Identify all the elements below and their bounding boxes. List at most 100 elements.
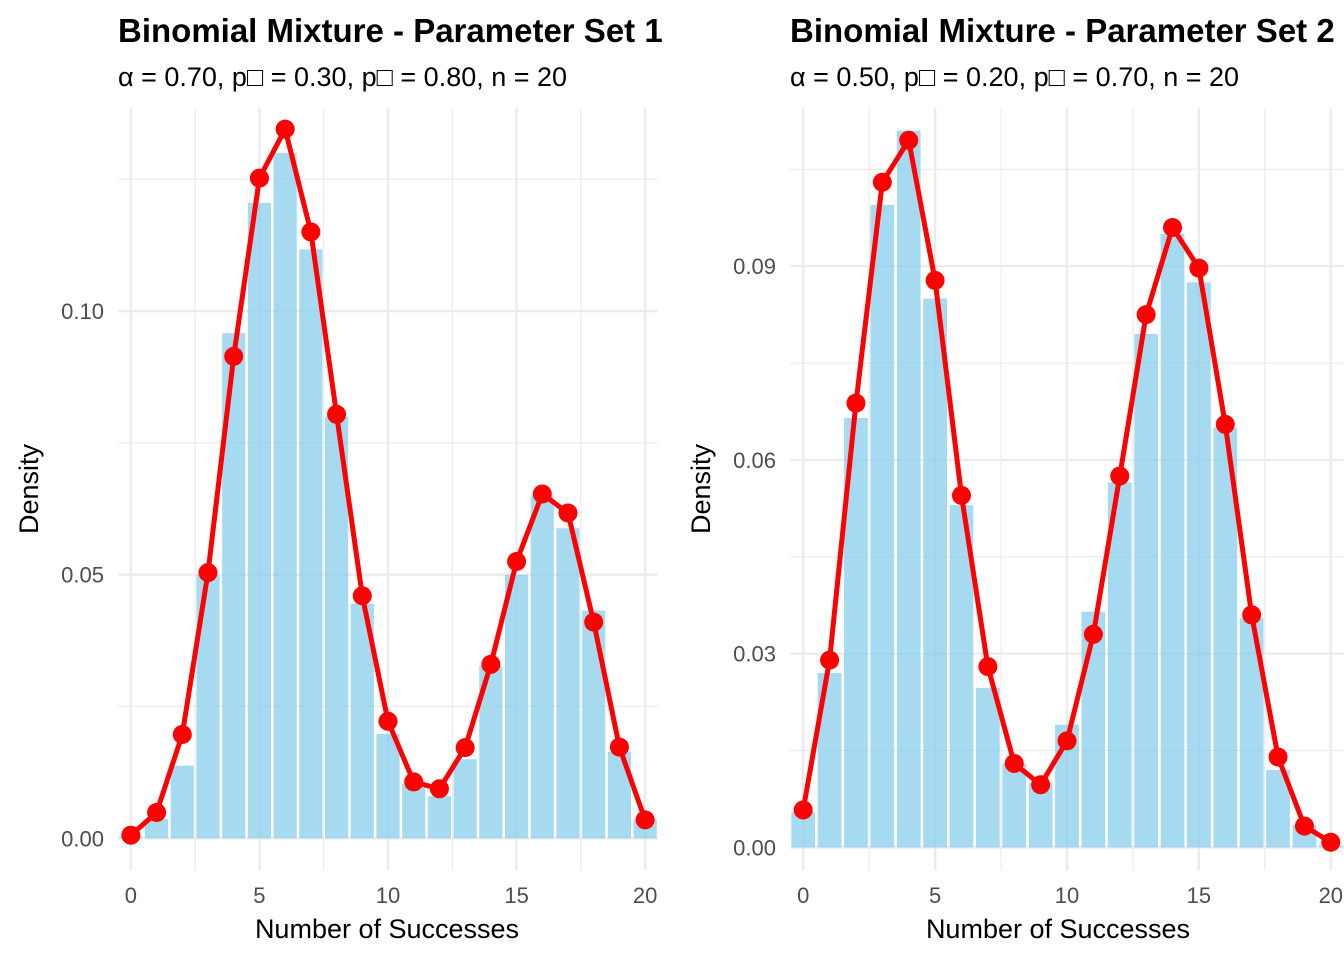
x-axis-label-2: Number of Successes — [926, 914, 1190, 944]
bar-2 — [896, 130, 921, 848]
density-point-2 — [1215, 414, 1235, 434]
bar-1 — [530, 495, 554, 839]
bar-1 — [582, 610, 606, 839]
bar-2 — [1239, 618, 1264, 848]
y-tick-label-1: 0.10 — [61, 299, 104, 324]
x-tick-label-1: 10 — [376, 883, 400, 908]
bar-2 — [1081, 611, 1106, 848]
x-tick-label-1: 0 — [125, 883, 137, 908]
x-tick-label-2: 0 — [797, 883, 809, 908]
y-tick-label-2: 0.06 — [733, 448, 776, 473]
density-point-1 — [558, 503, 578, 523]
density-point-1 — [378, 711, 398, 731]
x-axis-label-1: Number of Successes — [255, 914, 519, 944]
density-points-2 — [793, 130, 1341, 852]
density-point-2 — [1163, 217, 1183, 237]
bar-2 — [1213, 427, 1238, 848]
y-axis-label-1: Density — [14, 443, 44, 534]
bar-2 — [1002, 763, 1027, 848]
density-point-1 — [429, 779, 449, 799]
density-point-1 — [481, 654, 501, 674]
bar-1 — [170, 765, 194, 839]
bars-2 — [791, 130, 1343, 848]
y-tick-label-2: 0.03 — [733, 642, 776, 667]
bars-1 — [119, 152, 657, 839]
bar-1 — [376, 733, 400, 839]
density-point-2 — [1294, 816, 1314, 836]
bar-1 — [505, 574, 529, 839]
y-tick-label-2: 0.00 — [733, 835, 776, 860]
bar-2 — [1187, 282, 1211, 848]
bar-1 — [247, 202, 271, 839]
y-tick-label-2: 0.09 — [733, 254, 776, 279]
density-point-1 — [121, 825, 141, 845]
density-point-2 — [951, 485, 971, 505]
density-point-2 — [1136, 305, 1156, 325]
density-point-1 — [584, 612, 604, 632]
density-point-2 — [1004, 753, 1024, 773]
y-axis-label-2: Density — [686, 443, 716, 534]
bar-1 — [607, 751, 631, 839]
bar-2 — [844, 417, 868, 848]
panel-1: Binomial Mixture - Parameter Set 1 α = 0… — [14, 12, 663, 944]
density-point-2 — [793, 800, 813, 820]
bar-1 — [479, 665, 503, 839]
x-tick-label-1: 5 — [253, 883, 265, 908]
density-point-1 — [172, 724, 192, 744]
density-point-1 — [198, 563, 218, 583]
x-tick-label-2: 5 — [929, 883, 941, 908]
density-point-1 — [249, 168, 269, 188]
bar-2 — [1107, 482, 1132, 848]
density-points-1 — [121, 119, 655, 845]
bar-1 — [196, 574, 220, 839]
density-point-1 — [352, 586, 372, 606]
chart-title-1: Binomial Mixture - Parameter Set 1 — [118, 12, 663, 49]
x-tick-label-2: 20 — [1319, 883, 1343, 908]
x-ticks-2: 0 5 10 15 20 — [797, 883, 1343, 908]
density-point-2 — [1057, 731, 1077, 751]
bar-2 — [1160, 233, 1185, 848]
y-ticks-2: 0.00 0.03 0.06 0.09 — [733, 254, 776, 860]
bar-2 — [1134, 334, 1159, 848]
chart-title-2: Binomial Mixture - Parameter Set 2 — [790, 12, 1335, 49]
y-tick-label-1: 0.00 — [61, 826, 104, 851]
bar-2 — [1028, 782, 1053, 848]
bar-1 — [453, 759, 477, 839]
chart-subtitle-1: α = 0.70, p□ = 0.30, p□ = 0.80, n = 20 — [118, 62, 567, 92]
bar-2 — [1266, 769, 1290, 848]
density-point-1 — [147, 803, 167, 823]
chart-subtitle-2: α = 0.50, p□ = 0.20, p□ = 0.70, n = 20 — [790, 62, 1239, 92]
y-tick-label-1: 0.05 — [61, 563, 104, 588]
density-point-1 — [532, 484, 552, 504]
panel-2: Binomial Mixture - Parameter Set 2 α = 0… — [686, 12, 1344, 944]
density-point-2 — [1083, 624, 1103, 644]
density-point-2 — [1321, 832, 1341, 852]
bar-2 — [975, 687, 1000, 848]
density-point-2 — [1242, 605, 1262, 625]
bar-1 — [402, 784, 426, 839]
bar-2 — [949, 505, 974, 848]
density-point-1 — [275, 119, 295, 139]
bar-2 — [870, 204, 895, 848]
density-point-2 — [846, 393, 866, 413]
density-point-2 — [1031, 775, 1051, 795]
density-point-2 — [820, 650, 840, 670]
density-point-1 — [224, 346, 244, 366]
density-point-2 — [1189, 258, 1209, 278]
x-tick-label-1: 15 — [504, 883, 528, 908]
density-point-1 — [635, 810, 655, 830]
x-tick-label-2: 10 — [1055, 883, 1079, 908]
density-point-1 — [301, 222, 321, 242]
bar-1 — [273, 152, 297, 839]
density-point-2 — [1268, 747, 1288, 767]
bar-1 — [145, 818, 169, 839]
x-tick-label-1: 20 — [633, 883, 657, 908]
bar-1 — [325, 416, 349, 839]
density-point-2 — [1110, 466, 1130, 486]
x-tick-label-2: 15 — [1187, 883, 1211, 908]
bar-1 — [350, 603, 374, 839]
density-point-1 — [507, 552, 527, 572]
density-point-1 — [404, 772, 424, 792]
density-point-2 — [925, 270, 945, 290]
bar-1 — [222, 333, 246, 839]
